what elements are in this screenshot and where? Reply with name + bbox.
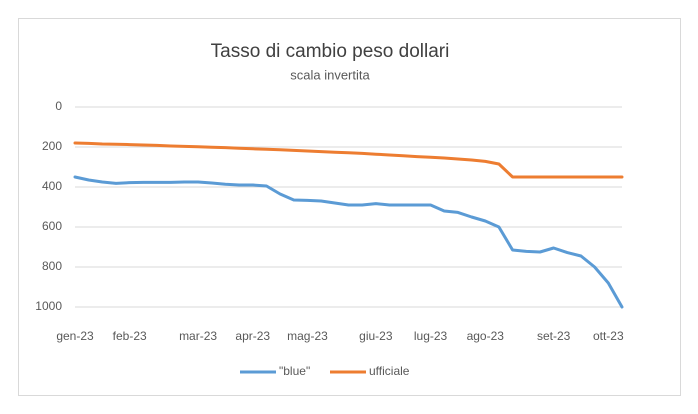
legend-label: ufficiale — [369, 364, 410, 378]
x-tick-label: feb-23 — [113, 329, 147, 343]
y-tick-label: 800 — [42, 259, 62, 273]
chart-frame — [18, 18, 681, 396]
y-tick-label: 200 — [42, 139, 62, 153]
x-tick-label: giu-23 — [359, 329, 393, 343]
series-line — [73, 175, 624, 309]
x-tick-label: set-23 — [537, 329, 571, 343]
x-tick-label: ott-23 — [593, 329, 624, 343]
y-tick-label: 400 — [42, 179, 62, 193]
x-tick-label: mag-23 — [287, 329, 328, 343]
y-tick-label: 600 — [42, 219, 62, 233]
chart-title: Tasso di cambio peso dollari — [211, 41, 450, 62]
series-line — [73, 141, 624, 179]
y-tick-label: 1000 — [35, 299, 62, 313]
x-tick-label: ago-23 — [467, 329, 505, 343]
x-tick-label: apr-23 — [235, 329, 270, 343]
x-tick-label: mar-23 — [179, 329, 217, 343]
x-tick-label: gen-23 — [56, 329, 94, 343]
chart-subtitle: scala invertita — [290, 67, 370, 82]
y-tick-label: 0 — [55, 99, 62, 113]
legend-label: "blue" — [279, 364, 310, 378]
x-tick-label: lug-23 — [414, 329, 448, 343]
